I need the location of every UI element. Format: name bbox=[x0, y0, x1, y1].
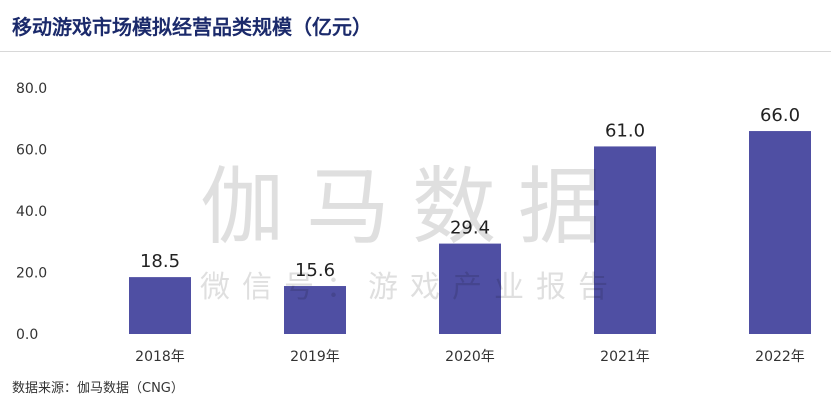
bar-value-label: 15.6 bbox=[295, 260, 335, 281]
watermark-main: 伽马数据 bbox=[200, 158, 625, 256]
watermark-sub: 微信号：游戏产业报告 bbox=[200, 270, 620, 305]
chart-title: 移动游戏市场模拟经营品类规模（亿元） bbox=[12, 15, 372, 39]
bar bbox=[284, 286, 346, 334]
bar bbox=[439, 243, 501, 334]
y-tick-label: 0.0 bbox=[16, 327, 38, 343]
bar-value-label: 18.5 bbox=[140, 251, 180, 272]
x-tick-label: 2021年 bbox=[600, 349, 650, 365]
y-tick-label: 40.0 bbox=[16, 204, 47, 220]
x-tick-label: 2020年 bbox=[445, 349, 495, 365]
bar-value-label: 66.0 bbox=[760, 105, 800, 126]
y-tick-label: 20.0 bbox=[16, 266, 47, 282]
y-tick-label: 60.0 bbox=[16, 143, 47, 159]
bar bbox=[749, 131, 811, 334]
title-divider bbox=[0, 51, 831, 52]
bar bbox=[129, 277, 191, 334]
bar bbox=[594, 146, 656, 334]
y-tick-label: 80.0 bbox=[16, 81, 47, 97]
bar-value-label: 61.0 bbox=[605, 120, 645, 141]
bars bbox=[129, 131, 811, 334]
x-axis: 2018年 2019年 2020年 2021年 2022年 bbox=[135, 349, 805, 365]
x-tick-label: 2022年 bbox=[755, 349, 805, 365]
value-labels: 18.5 15.6 29.4 61.0 66.0 bbox=[140, 105, 800, 281]
data-source-note: 数据来源：伽马数据（CNG） bbox=[12, 381, 184, 396]
bar-value-label: 29.4 bbox=[450, 218, 490, 239]
x-tick-label: 2019年 bbox=[290, 349, 340, 365]
y-axis: 0.0 20.0 40.0 60.0 80.0 bbox=[16, 81, 47, 343]
x-tick-label: 2018年 bbox=[135, 349, 185, 365]
